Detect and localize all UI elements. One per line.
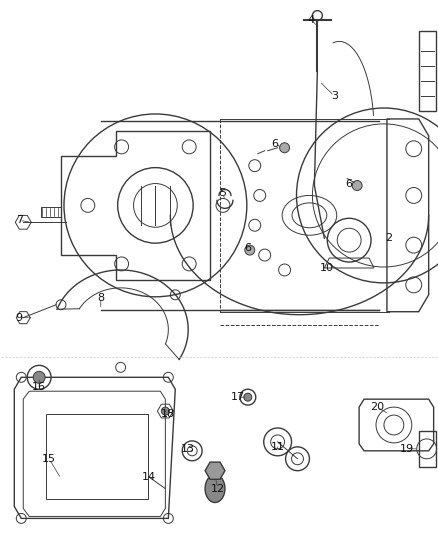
- Text: 20: 20: [369, 402, 383, 412]
- Text: 7: 7: [16, 215, 23, 225]
- Text: 9: 9: [16, 313, 23, 322]
- Text: 12: 12: [211, 483, 225, 494]
- Text: 6: 6: [271, 139, 278, 149]
- Text: 10: 10: [320, 263, 334, 273]
- Text: 8: 8: [97, 293, 104, 303]
- Circle shape: [244, 245, 254, 255]
- Text: 16: 16: [32, 382, 46, 392]
- Text: 13: 13: [181, 444, 195, 454]
- Text: 11: 11: [270, 442, 284, 452]
- Circle shape: [279, 143, 289, 153]
- Text: 15: 15: [42, 454, 56, 464]
- Text: 14: 14: [141, 472, 155, 482]
- Circle shape: [161, 407, 169, 415]
- Circle shape: [351, 181, 361, 190]
- Ellipse shape: [205, 475, 224, 503]
- Circle shape: [243, 393, 251, 401]
- Text: 5: 5: [219, 189, 226, 198]
- Circle shape: [33, 372, 45, 383]
- Text: 2: 2: [385, 233, 392, 243]
- Text: 6: 6: [345, 179, 352, 189]
- Text: 3: 3: [330, 91, 337, 101]
- Polygon shape: [205, 462, 224, 479]
- Text: 19: 19: [399, 444, 413, 454]
- Text: 4: 4: [307, 14, 314, 25]
- Text: 17: 17: [230, 392, 244, 402]
- Text: 6: 6: [244, 243, 251, 253]
- Text: 18: 18: [161, 409, 175, 419]
